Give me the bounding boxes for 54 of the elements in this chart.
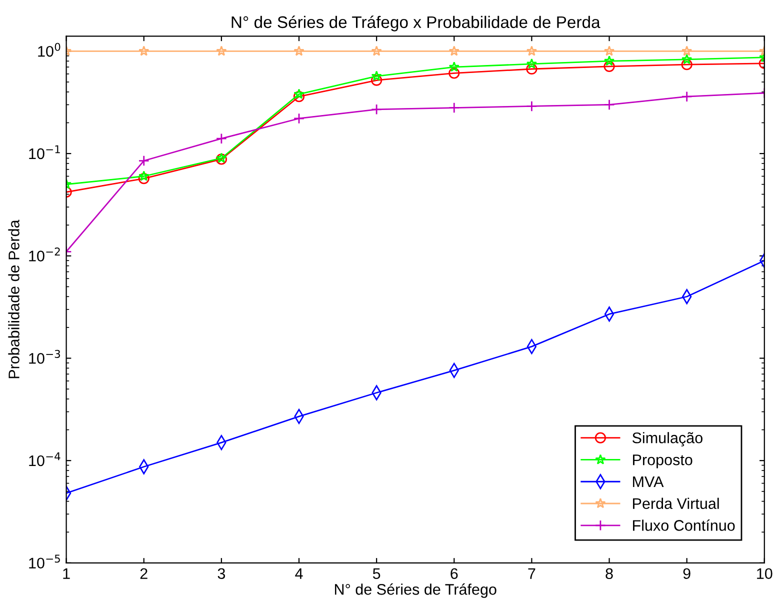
y-tick-label: 10$^{−2}$	[29, 248, 60, 262]
point	[294, 46, 304, 56]
point	[138, 46, 150, 56]
point	[138, 170, 150, 181]
legend-label: MVA	[633, 476, 664, 487]
point	[604, 56, 615, 66]
point	[681, 91, 692, 102]
chart-title: N° de Séries de Tráfego x Probabilidade de Perda	[232, 16, 600, 32]
point	[448, 102, 460, 114]
point	[448, 61, 460, 72]
point	[604, 99, 615, 110]
point	[448, 68, 460, 79]
y-tick-label: 10$^{−1}$	[29, 145, 60, 160]
y-tick-label: 10$^{−5}$	[29, 554, 60, 569]
point	[604, 46, 615, 56]
x-tick-label: 5	[372, 568, 380, 580]
point	[138, 172, 150, 184]
point	[371, 70, 382, 81]
x-tick-label: 4	[295, 568, 303, 579]
point	[138, 155, 150, 166]
point	[371, 104, 382, 115]
point	[448, 46, 460, 56]
x-tick-label: 10	[757, 568, 772, 580]
x-tick-label: 9	[683, 568, 690, 580]
point	[681, 59, 692, 70]
y-axis-title: Probabilidade de Perda	[8, 220, 20, 378]
y-tick-label: 10$^{0}$	[38, 42, 60, 57]
legend-label: Perda Virtual	[633, 498, 719, 509]
point	[216, 46, 227, 56]
x-axis-title: N° de Séries de Tráfego	[334, 583, 496, 598]
x-tick-label: 6	[450, 568, 458, 580]
x-tick-label: 7	[528, 568, 536, 579]
point	[526, 63, 538, 75]
point	[371, 74, 382, 86]
x-tick-label: 8	[606, 568, 613, 580]
legend-label: Fluxo Contínuo	[633, 519, 735, 531]
y-tick-label: 10$^{−4}$	[29, 452, 60, 466]
point	[526, 58, 538, 69]
point	[293, 91, 305, 102]
point	[682, 46, 692, 56]
y-tick-label: 10$^{−3}$	[29, 350, 60, 364]
point	[682, 54, 692, 64]
x-tick-label: 1	[63, 568, 70, 579]
x-tick-label: 3	[218, 568, 226, 580]
point	[293, 112, 305, 124]
point	[604, 60, 615, 72]
point	[371, 46, 382, 56]
point	[526, 46, 538, 56]
point	[526, 100, 538, 112]
legend-label: Proposto	[633, 454, 692, 468]
x-tick-label: 2	[140, 568, 148, 579]
legend-label: Simulação	[632, 432, 702, 446]
point	[294, 88, 304, 99]
point	[216, 133, 227, 144]
